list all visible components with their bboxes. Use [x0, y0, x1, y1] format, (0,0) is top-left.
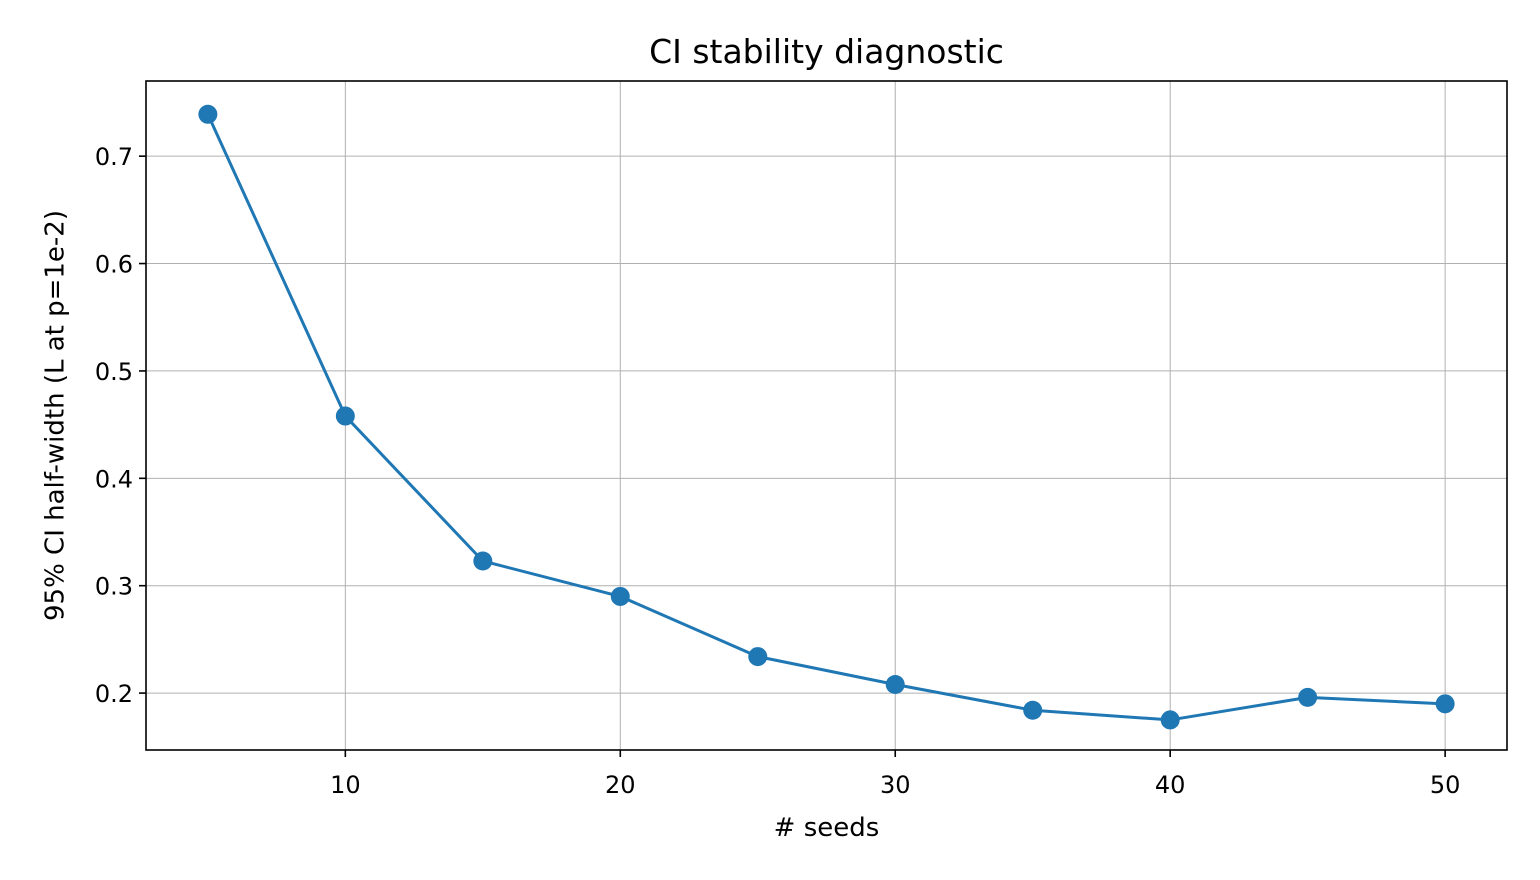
data-point	[473, 551, 493, 571]
y-tick-label: 0.7	[95, 143, 133, 171]
grid-lines	[146, 81, 1507, 750]
x-tick-label: 50	[1430, 771, 1461, 799]
data-point	[748, 647, 768, 667]
data-point	[1435, 694, 1455, 714]
data-point	[1298, 687, 1318, 707]
x-tick-label: 40	[1155, 771, 1186, 799]
data-point	[1160, 710, 1180, 730]
data-point	[198, 104, 218, 124]
y-tick-label: 0.5	[95, 358, 133, 386]
series-line	[206, 113, 1446, 722]
x-axis-label: # seeds	[774, 813, 880, 843]
y-tick-label: 0.2	[95, 680, 133, 708]
data-point	[885, 674, 905, 694]
series-layer	[198, 104, 1455, 730]
chart-title: CI stability diagnostic	[649, 32, 1004, 71]
y-tick-label: 0.3	[95, 573, 133, 601]
y-tick-label: 0.4	[95, 465, 133, 493]
axis-ticks: 10 20 30 40 50 0.2 0.3 0.4 0.5 0.6 0.7	[95, 143, 1461, 799]
data-point	[1023, 700, 1043, 720]
y-axis-label: 95% CI half-width (L at p=1e-2)	[41, 210, 71, 621]
x-tick-label: 30	[880, 771, 911, 799]
plot-frame	[145, 80, 1508, 751]
x-tick-label: 10	[330, 771, 361, 799]
data-point	[335, 406, 355, 426]
data-point	[610, 586, 630, 606]
y-tick-label: 0.6	[95, 251, 133, 279]
x-tick-label: 20	[605, 771, 636, 799]
